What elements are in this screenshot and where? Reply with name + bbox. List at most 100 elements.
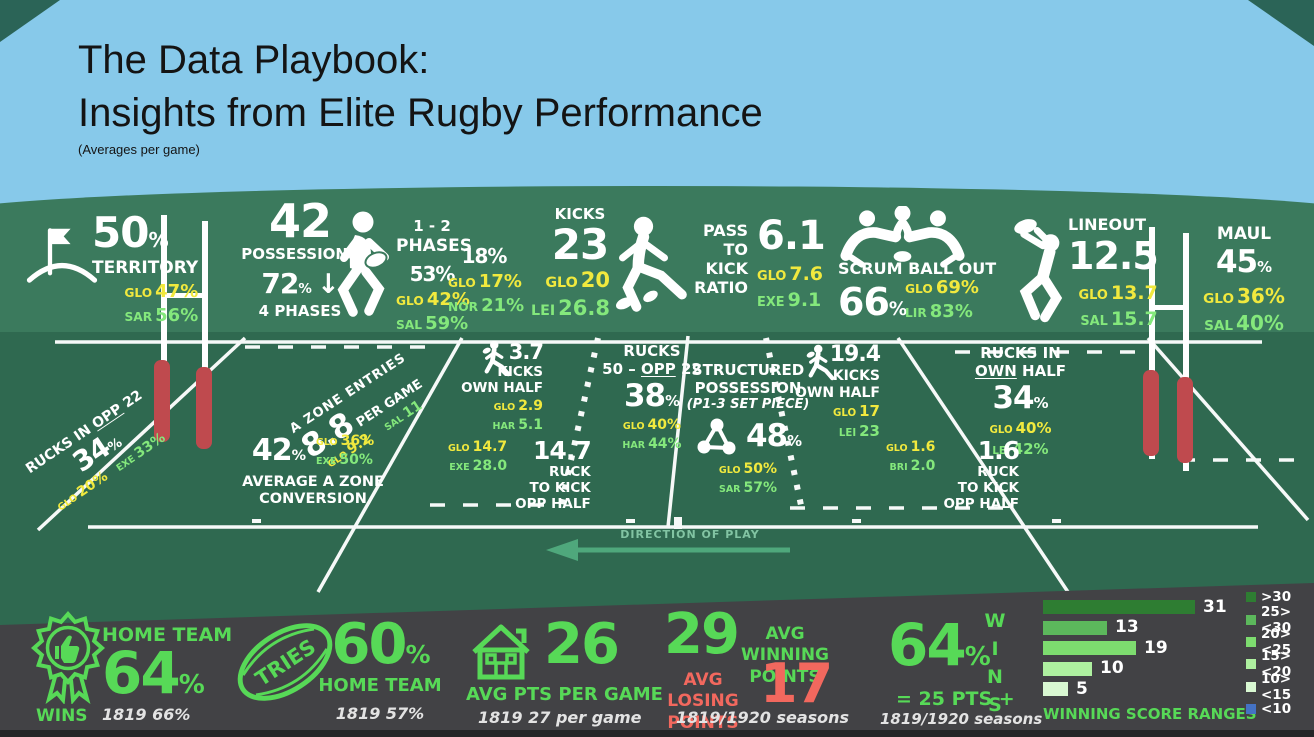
wins-vertical-label: WINS bbox=[984, 610, 1006, 722]
team-code: GLO bbox=[1078, 287, 1108, 303]
corner-decoration-left bbox=[0, 0, 60, 42]
team-code: NOR bbox=[448, 300, 479, 315]
rosette-thumbs-up-icon bbox=[30, 610, 106, 704]
stat-scrum: SCRUM BALL OUT 66% bbox=[838, 259, 996, 324]
legend-label: 25><30 bbox=[1261, 603, 1292, 636]
team-value: 50% bbox=[743, 460, 778, 477]
runner-with-ball-icon bbox=[337, 211, 389, 317]
ptk-l3: KICK bbox=[705, 258, 749, 278]
team-code: EXE bbox=[757, 294, 785, 310]
bar bbox=[1043, 682, 1068, 697]
team-code: SAL bbox=[1080, 313, 1108, 329]
page-title: The Data Playbook: bbox=[78, 38, 430, 82]
winning-score-legend: >30 25><30 20><25 15><20 10><15 <10 bbox=[1246, 586, 1314, 720]
scrum-unit: % bbox=[888, 298, 908, 320]
legend-swatch bbox=[1246, 636, 1256, 647]
team-value: 44% bbox=[648, 436, 682, 453]
team-value: 14.7 bbox=[472, 439, 508, 455]
avg-losing-label2: POINTS bbox=[667, 712, 739, 733]
wins-formula: = 25 PTS + bbox=[896, 688, 1015, 710]
team-value: 23 bbox=[859, 422, 880, 441]
team-code: GLO bbox=[1203, 291, 1235, 308]
goal-post-pad bbox=[1177, 377, 1193, 463]
stat-home-tries: 60% HOME TEAM 1819 57% bbox=[300, 617, 460, 724]
team-value: 42% bbox=[1012, 439, 1049, 458]
team-value: 56% bbox=[155, 305, 199, 327]
territory-label: TERRITORY bbox=[92, 258, 199, 278]
direction-arrow-icon bbox=[546, 539, 790, 561]
ptk-l2: TO bbox=[723, 239, 748, 259]
legend-label: 20><25 bbox=[1261, 625, 1292, 658]
team-value: 57% bbox=[743, 479, 778, 496]
pitch-lines-layer bbox=[36, 215, 1310, 593]
team-value: 47% bbox=[155, 281, 199, 303]
rucks-50-opp22-value: 38 bbox=[623, 378, 666, 415]
team-code: GLO bbox=[545, 275, 578, 291]
tries-home-team-label: HOME TEAM bbox=[318, 675, 442, 697]
wins-25-number: 64 bbox=[888, 611, 967, 679]
bottom-strip bbox=[0, 730, 1314, 737]
structured-unit: % bbox=[787, 432, 803, 451]
ruck-to-kick-left-label2: TO KICK bbox=[529, 479, 591, 496]
team-code: LEI bbox=[531, 303, 556, 320]
flag-icon bbox=[26, 228, 98, 283]
rucks-50-opp22-label2-post: 22 bbox=[675, 359, 702, 378]
stat-possessions: 42 POSSESSIONS 72% ↓ 4 PHASES bbox=[240, 198, 360, 320]
avg-losing-points-label: AVG LOSING POINTS bbox=[648, 670, 758, 734]
scrum-value: 66 bbox=[838, 279, 890, 324]
team-code: BRI bbox=[889, 461, 908, 473]
team-code: GLO bbox=[905, 282, 933, 296]
bar bbox=[1043, 600, 1195, 615]
rucks-50-opp22-unit: % bbox=[665, 392, 681, 411]
team-code: GLO bbox=[448, 276, 476, 290]
direction-of-play-label: DIRECTION OF PLAY bbox=[620, 528, 760, 541]
avg-points-label: AVG PTS PER GAME bbox=[466, 684, 663, 705]
rucks-own-half-label2-post: HALF bbox=[1016, 361, 1067, 380]
legend-item: >30 bbox=[1246, 586, 1314, 608]
legend-swatch bbox=[1246, 681, 1256, 692]
kicking-player-icon bbox=[616, 216, 687, 312]
team-code: GLO bbox=[757, 269, 787, 284]
a-zone-conversion-label1: AVERAGE A ZONE bbox=[242, 473, 384, 490]
team-code: SAR bbox=[124, 310, 153, 325]
team-value: 15.7 bbox=[1110, 307, 1158, 330]
a-zone-conversion-value: 42 bbox=[251, 432, 293, 468]
team-code: GLO bbox=[493, 401, 516, 413]
team-code: GLO bbox=[718, 464, 741, 476]
avg-losing-points-value: 17 bbox=[760, 652, 833, 715]
pass-to-kick-labels: PASS TO KICK RATIO bbox=[686, 221, 749, 298]
wins-25-history: 1819/1920 seasons bbox=[880, 710, 1043, 728]
left-goal-post bbox=[154, 215, 212, 449]
legend-label: <10 bbox=[1261, 701, 1292, 718]
team-code: HAR bbox=[622, 440, 646, 452]
team-value: 42% bbox=[426, 288, 470, 310]
ruck-to-kick-left-value: 14.7 bbox=[533, 436, 592, 465]
avg-losing-label1: AVG LOSING bbox=[667, 670, 739, 712]
kicks-value: 23 bbox=[551, 219, 609, 269]
rucks-50-opp22-label2-u: OPP bbox=[640, 359, 676, 378]
phases-title1: 1 - 2 bbox=[413, 217, 451, 235]
team-code: GLO bbox=[124, 286, 153, 301]
home-tries-history: 1819 57% bbox=[335, 704, 425, 724]
territory-unit: % bbox=[148, 228, 169, 252]
lineout-jumper-icon bbox=[1014, 219, 1063, 323]
lineout-label: LINEOUT bbox=[1068, 215, 1146, 234]
scrum-icon bbox=[840, 206, 965, 268]
legend-item: 25><30 bbox=[1246, 604, 1314, 636]
legend-item: 10><15 bbox=[1246, 671, 1314, 703]
ruck-to-kick-right-label1: RUCK bbox=[977, 464, 1019, 480]
home-tries-unit: % bbox=[405, 640, 430, 669]
maul-value: 45 bbox=[1215, 244, 1258, 281]
team-value: 69% bbox=[935, 277, 979, 298]
pitch-background bbox=[0, 332, 1314, 632]
corner-decoration-right bbox=[1248, 0, 1314, 46]
ruck-to-kick-left-label1: RUCK bbox=[548, 464, 591, 480]
stat-a-zone-conversion: 42% GLO 36% EXE 50% AVERAGE A ZONE CONVERS… bbox=[233, 432, 393, 508]
ptk-l1: PASS bbox=[703, 221, 748, 240]
stat-pass-to-kick: 6.1 GLO 7.6 EXE 9.1 bbox=[757, 216, 826, 313]
winning-score-bars: 31 13 19 10 5 bbox=[1043, 597, 1257, 700]
maul-unit: % bbox=[1257, 258, 1273, 277]
kicks-own-half-left-label2: OWN HALF bbox=[461, 379, 543, 396]
title-block: The Data Playbook: Insights from Elite R… bbox=[78, 34, 763, 157]
